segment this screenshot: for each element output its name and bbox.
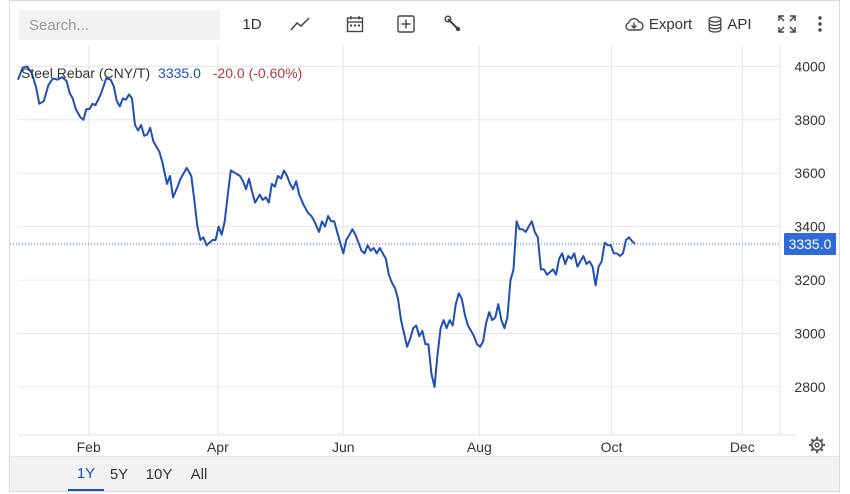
y-tick-label: 3800 [794, 112, 825, 128]
y-tick-label: 3000 [794, 325, 825, 341]
x-tick-label: Apr [207, 439, 229, 455]
svg-text:Steel Rebar (CNY/T) 33: Steel Rebar (CNY/T) 3335.0 -20.0 (-0.60%… [21, 65, 302, 81]
more-vertical-icon [818, 16, 822, 32]
interval-label: 1D [242, 15, 262, 33]
price-line [17, 65, 636, 388]
y-tick-label: 3200 [794, 272, 825, 288]
search-input[interactable] [19, 10, 220, 40]
interval-button[interactable]: 1D [234, 11, 270, 37]
x-tick-label: Feb [77, 439, 101, 455]
export-label: Export [648, 15, 693, 33]
export-button[interactable]: Export [618, 11, 698, 37]
fullscreen-button[interactable] [774, 11, 800, 37]
chart-type-button[interactable] [287, 11, 313, 37]
range-5y[interactable]: 5Y [106, 457, 132, 491]
current-price-label: 3335.0 [789, 236, 832, 252]
range-1y[interactable]: 1Y [68, 457, 104, 491]
more-menu-button[interactable] [810, 11, 830, 37]
chart-legend: Steel Rebar (CNY/T) 3335.0 -20.0 (-0.60%… [21, 65, 302, 81]
range-1y-label: 1Y [76, 464, 96, 482]
cloud-download-icon [624, 16, 644, 32]
range-all[interactable]: All [185, 457, 213, 491]
compare-button[interactable] [393, 11, 419, 37]
plus-box-icon [397, 15, 415, 33]
legend-name: Steel Rebar (CNY/T) [21, 65, 150, 81]
chart-toolbar: 1D Export [10, 1, 839, 45]
y-tick-label: 4000 [794, 58, 825, 74]
y-tick-label: 2800 [794, 379, 825, 395]
gear-icon [809, 437, 825, 453]
date-range-button[interactable] [342, 11, 368, 37]
x-tick-label: Oct [601, 439, 623, 455]
legend-change: -20.0 (-0.60%) [213, 65, 302, 81]
x-tick-label: Jun [332, 439, 355, 455]
api-button[interactable]: API [707, 11, 753, 37]
range-10y[interactable]: 10Y [142, 457, 176, 491]
range-all-label: All [190, 465, 208, 483]
range-selector: 1Y 5Y 10Y All [10, 456, 839, 491]
x-tick-label: Aug [467, 439, 492, 455]
database-icon [708, 15, 722, 33]
chart-settings-button[interactable] [809, 437, 825, 453]
range-10y-label: 10Y [145, 465, 173, 483]
line-chart-icon [290, 17, 310, 31]
fullscreen-icon [778, 15, 796, 33]
indicators-button[interactable] [440, 11, 466, 37]
wrench-icon [444, 15, 462, 33]
x-tick-label: Dec [730, 439, 755, 455]
calendar-icon [346, 15, 364, 33]
current-price-badge: 3335.0 [784, 233, 836, 256]
y-tick-label: 3400 [794, 219, 825, 235]
chart-widget: 1D Export [9, 0, 840, 492]
y-axis: 2800 3000 3200 3400 3600 3800 4000 [794, 58, 825, 395]
x-axis: Feb Apr Jun Aug Oct Dec [77, 439, 755, 455]
chart-grid [18, 45, 796, 436]
api-label: API [727, 15, 752, 33]
y-tick-label: 3600 [794, 165, 825, 181]
price-chart: 2800 3000 3200 3400 3600 3800 4000 Feb Apr Jun Au… [10, 45, 836, 455]
legend-price: 3335.0 [158, 65, 201, 81]
range-5y-label: 5Y [109, 465, 129, 483]
